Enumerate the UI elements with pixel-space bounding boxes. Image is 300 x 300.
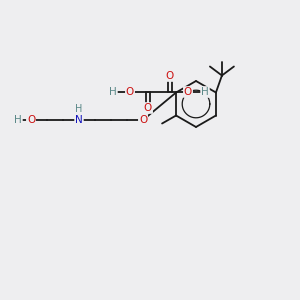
Text: O: O	[184, 87, 192, 97]
Text: O: O	[27, 115, 35, 125]
Text: H: H	[201, 87, 209, 97]
Text: O: O	[166, 71, 174, 81]
Text: H: H	[75, 104, 83, 114]
Text: H: H	[14, 115, 22, 125]
Text: H: H	[109, 87, 117, 97]
Text: O: O	[144, 103, 152, 113]
Text: N: N	[75, 115, 83, 125]
Text: O: O	[139, 115, 147, 125]
Text: O: O	[126, 87, 134, 97]
